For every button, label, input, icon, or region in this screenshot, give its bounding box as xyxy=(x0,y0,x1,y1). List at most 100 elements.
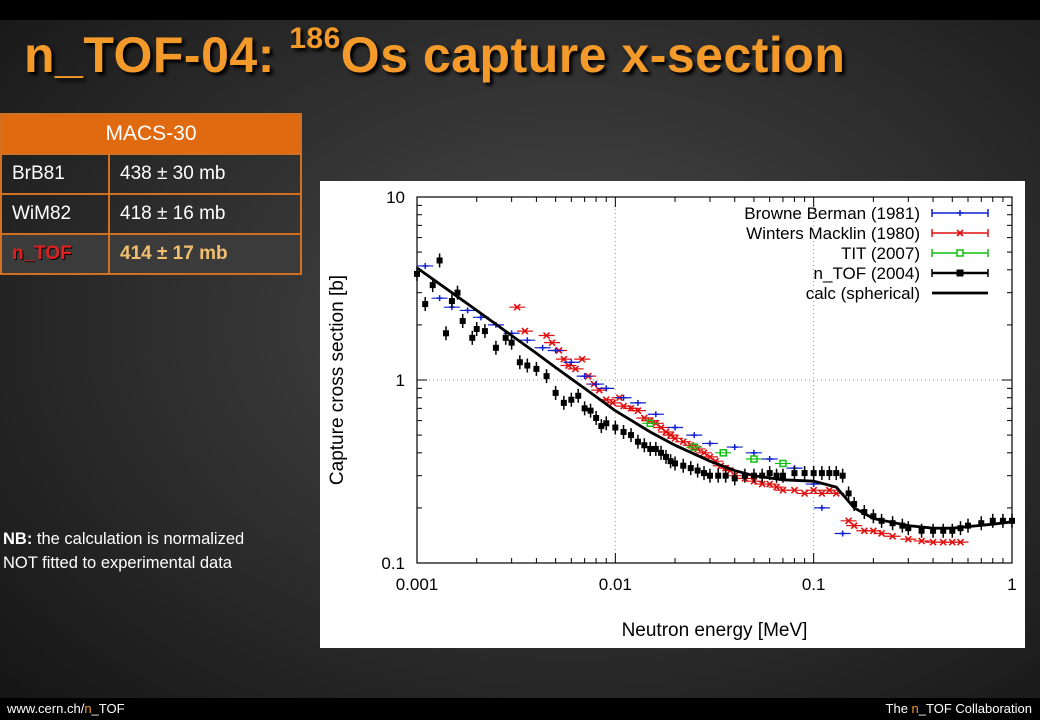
legend-marker xyxy=(956,269,964,277)
series-1-point xyxy=(662,428,670,436)
series-0-point xyxy=(422,262,429,269)
series-3-point xyxy=(918,527,925,534)
series-1-point xyxy=(578,355,586,363)
y-tick-label: 0.1 xyxy=(381,554,405,573)
legend-label: calc (spherical) xyxy=(806,284,920,303)
normalization-note: NB: the calculation is normalized NOT fi… xyxy=(3,527,323,575)
series-3-point xyxy=(598,423,605,430)
table-row-value: 438 ± 30 mb xyxy=(108,153,302,195)
series-3-point xyxy=(469,334,476,341)
series-3-point xyxy=(442,330,449,337)
series-1-point xyxy=(640,414,648,422)
series-3-point xyxy=(436,257,443,264)
x-tick-label: 1 xyxy=(1007,575,1016,594)
series-3-point xyxy=(672,460,679,467)
series-3-point xyxy=(502,334,509,341)
legend-marker xyxy=(957,210,963,216)
series-0-point xyxy=(731,444,738,451)
series-1-point xyxy=(845,517,853,525)
series-3-point xyxy=(422,301,429,308)
series-1-point xyxy=(564,361,572,370)
series-1-point xyxy=(929,538,937,546)
series-3-point xyxy=(667,458,674,465)
series-3-point xyxy=(833,470,840,477)
series-3-point xyxy=(773,472,780,479)
legend-label: n_TOF (2004) xyxy=(814,264,920,283)
table-row: WiM82 418 ± 16 mb xyxy=(0,193,302,235)
series-3-point xyxy=(481,328,488,335)
series-3-point xyxy=(722,472,729,479)
series-1-point xyxy=(571,365,580,373)
table-row-value: 414 ± 17 mb xyxy=(108,233,302,275)
series-3-point xyxy=(641,442,648,449)
series-3-point xyxy=(741,472,748,479)
x-tick-label: 0.01 xyxy=(599,575,632,594)
series-3-point xyxy=(662,453,669,460)
series-3-point xyxy=(516,359,523,366)
series-0-point xyxy=(539,344,546,351)
macs-table-header: MACS-30 xyxy=(0,113,302,155)
series-2-point xyxy=(719,449,727,457)
series-3-point xyxy=(552,389,559,396)
series-3-point xyxy=(587,407,594,414)
series-1-point xyxy=(700,449,708,457)
series-1-point xyxy=(790,486,799,494)
y-axis-label: Capture cross section [b] xyxy=(327,275,348,485)
footer-url[interactable]: www.cern.ch/n_TOF xyxy=(7,701,125,716)
series-3-point xyxy=(801,470,808,477)
footer-collaboration: The n_TOF Collaboration xyxy=(885,701,1032,716)
series-0-point xyxy=(464,307,471,314)
series-1-point xyxy=(869,527,877,535)
table-row-label: n_TOF xyxy=(0,233,110,275)
calc-curve xyxy=(416,266,1013,530)
series-1-point xyxy=(560,355,568,363)
series-1-point xyxy=(810,486,818,494)
series-0-point xyxy=(436,295,443,302)
series-3-point xyxy=(508,339,515,346)
series-3-point xyxy=(524,362,531,369)
table-row-value: 418 ± 16 mb xyxy=(108,193,302,235)
series-0-point xyxy=(691,432,698,439)
series-1-point xyxy=(779,486,787,494)
series-0-point xyxy=(672,424,679,431)
series-0-point xyxy=(652,411,659,418)
series-3-point xyxy=(575,392,582,399)
note-line-2: NOT fitted to experimental data xyxy=(3,554,232,572)
series-3-point xyxy=(568,396,575,403)
series-3-point xyxy=(652,445,659,452)
macs-table-header-row: MACS-30 xyxy=(0,113,302,155)
series-2-point xyxy=(750,455,758,463)
series-3-point xyxy=(949,527,956,534)
series-3-point xyxy=(851,501,858,508)
series-3-point xyxy=(658,449,665,456)
series-1-point xyxy=(548,339,556,347)
plot-frame xyxy=(416,196,1013,564)
series-3-point xyxy=(612,424,619,431)
series-0-point xyxy=(477,314,484,321)
series-3-point xyxy=(999,517,1006,524)
series-1-point xyxy=(801,489,809,497)
series-0-point xyxy=(524,337,531,344)
series-3-point xyxy=(701,470,708,477)
table-row-label: BrB81 xyxy=(0,153,110,195)
chart-svg: 0.001 0.01 0.1 1 0.1 1 10 Neutron energy [MeV] C… xyxy=(327,188,1017,641)
series-3-point xyxy=(620,428,627,435)
series-1-point xyxy=(679,438,687,446)
series-2-point xyxy=(646,419,655,428)
series-1-point xyxy=(667,431,675,439)
series-1-point xyxy=(904,535,912,543)
series-3-point xyxy=(448,298,455,305)
series-3-point xyxy=(791,470,798,477)
series-1-point xyxy=(772,483,781,491)
series-3-point xyxy=(647,445,654,452)
series-3-point xyxy=(731,475,738,482)
series-1-point xyxy=(889,532,897,540)
capture-cross-section-chart: 0.001 0.01 0.1 1 0.1 1 10 Neutron energy [MeV] C… xyxy=(320,181,1025,648)
top-bar xyxy=(0,0,1040,20)
bottom-bar xyxy=(0,698,1040,720)
series-0-point xyxy=(634,399,641,406)
series-3-point xyxy=(429,282,436,289)
series-3-point xyxy=(845,490,852,497)
series-3-point xyxy=(1009,517,1015,524)
series-3-point xyxy=(560,399,567,406)
